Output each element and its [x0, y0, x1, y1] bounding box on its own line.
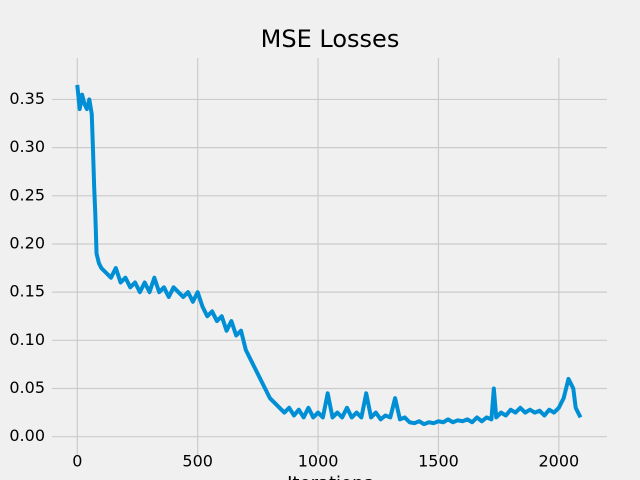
y-tick-label: 0.35: [9, 89, 45, 108]
y-tick-label: 0.15: [9, 282, 45, 301]
y-tick-label: 0.10: [9, 330, 45, 349]
x-tick-label: 0: [72, 452, 82, 471]
data-line: [75, 84, 583, 427]
x-tick-label: 1000: [298, 452, 339, 471]
y-tick-label: 0.30: [9, 137, 45, 156]
x-axis-label: Iterations: [287, 473, 373, 480]
x-tick-label: 1500: [418, 452, 459, 471]
chart-title: MSE Losses: [261, 25, 400, 53]
x-tick-label: 2000: [538, 452, 579, 471]
y-tick-label: 0.05: [9, 378, 45, 397]
x-tick-label: 500: [182, 452, 213, 471]
y-tick-label: 0.20: [9, 233, 45, 252]
y-tick-label: 0.25: [9, 185, 45, 204]
y-tick-label: 0.00: [9, 426, 45, 445]
